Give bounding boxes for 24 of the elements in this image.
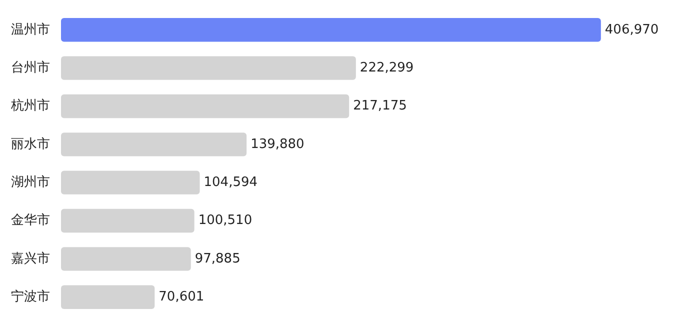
data-label: 217,175	[353, 98, 407, 114]
y-tick-label: 丽水市	[11, 136, 50, 152]
data-label: 406,970	[604, 22, 659, 38]
data-label: 97,885	[194, 251, 240, 266]
bar	[61, 94, 350, 118]
data-label: 100,510	[198, 213, 252, 228]
bar	[61, 208, 194, 233]
data-label: 104,594	[204, 174, 258, 190]
data-label: 139,880	[250, 136, 304, 152]
y-tick-label: 嘉兴市	[11, 251, 50, 266]
bar	[61, 285, 155, 309]
y-tick-label: 杭州市	[10, 98, 50, 114]
y-tick-label: 金华市	[11, 213, 50, 228]
y-tick-label: 宁波市	[11, 288, 50, 304]
y-tick-label: 温州市	[11, 22, 50, 38]
y-tick-label: 台州市	[11, 60, 50, 76]
bar	[61, 170, 200, 194]
data-label: 222,299	[360, 60, 414, 76]
bar	[61, 56, 356, 80]
y-tick-label: 湖州市	[11, 174, 50, 190]
data-label: 70,601	[158, 289, 204, 304]
bar	[61, 247, 191, 271]
bar	[61, 132, 247, 156]
bar	[61, 18, 601, 42]
